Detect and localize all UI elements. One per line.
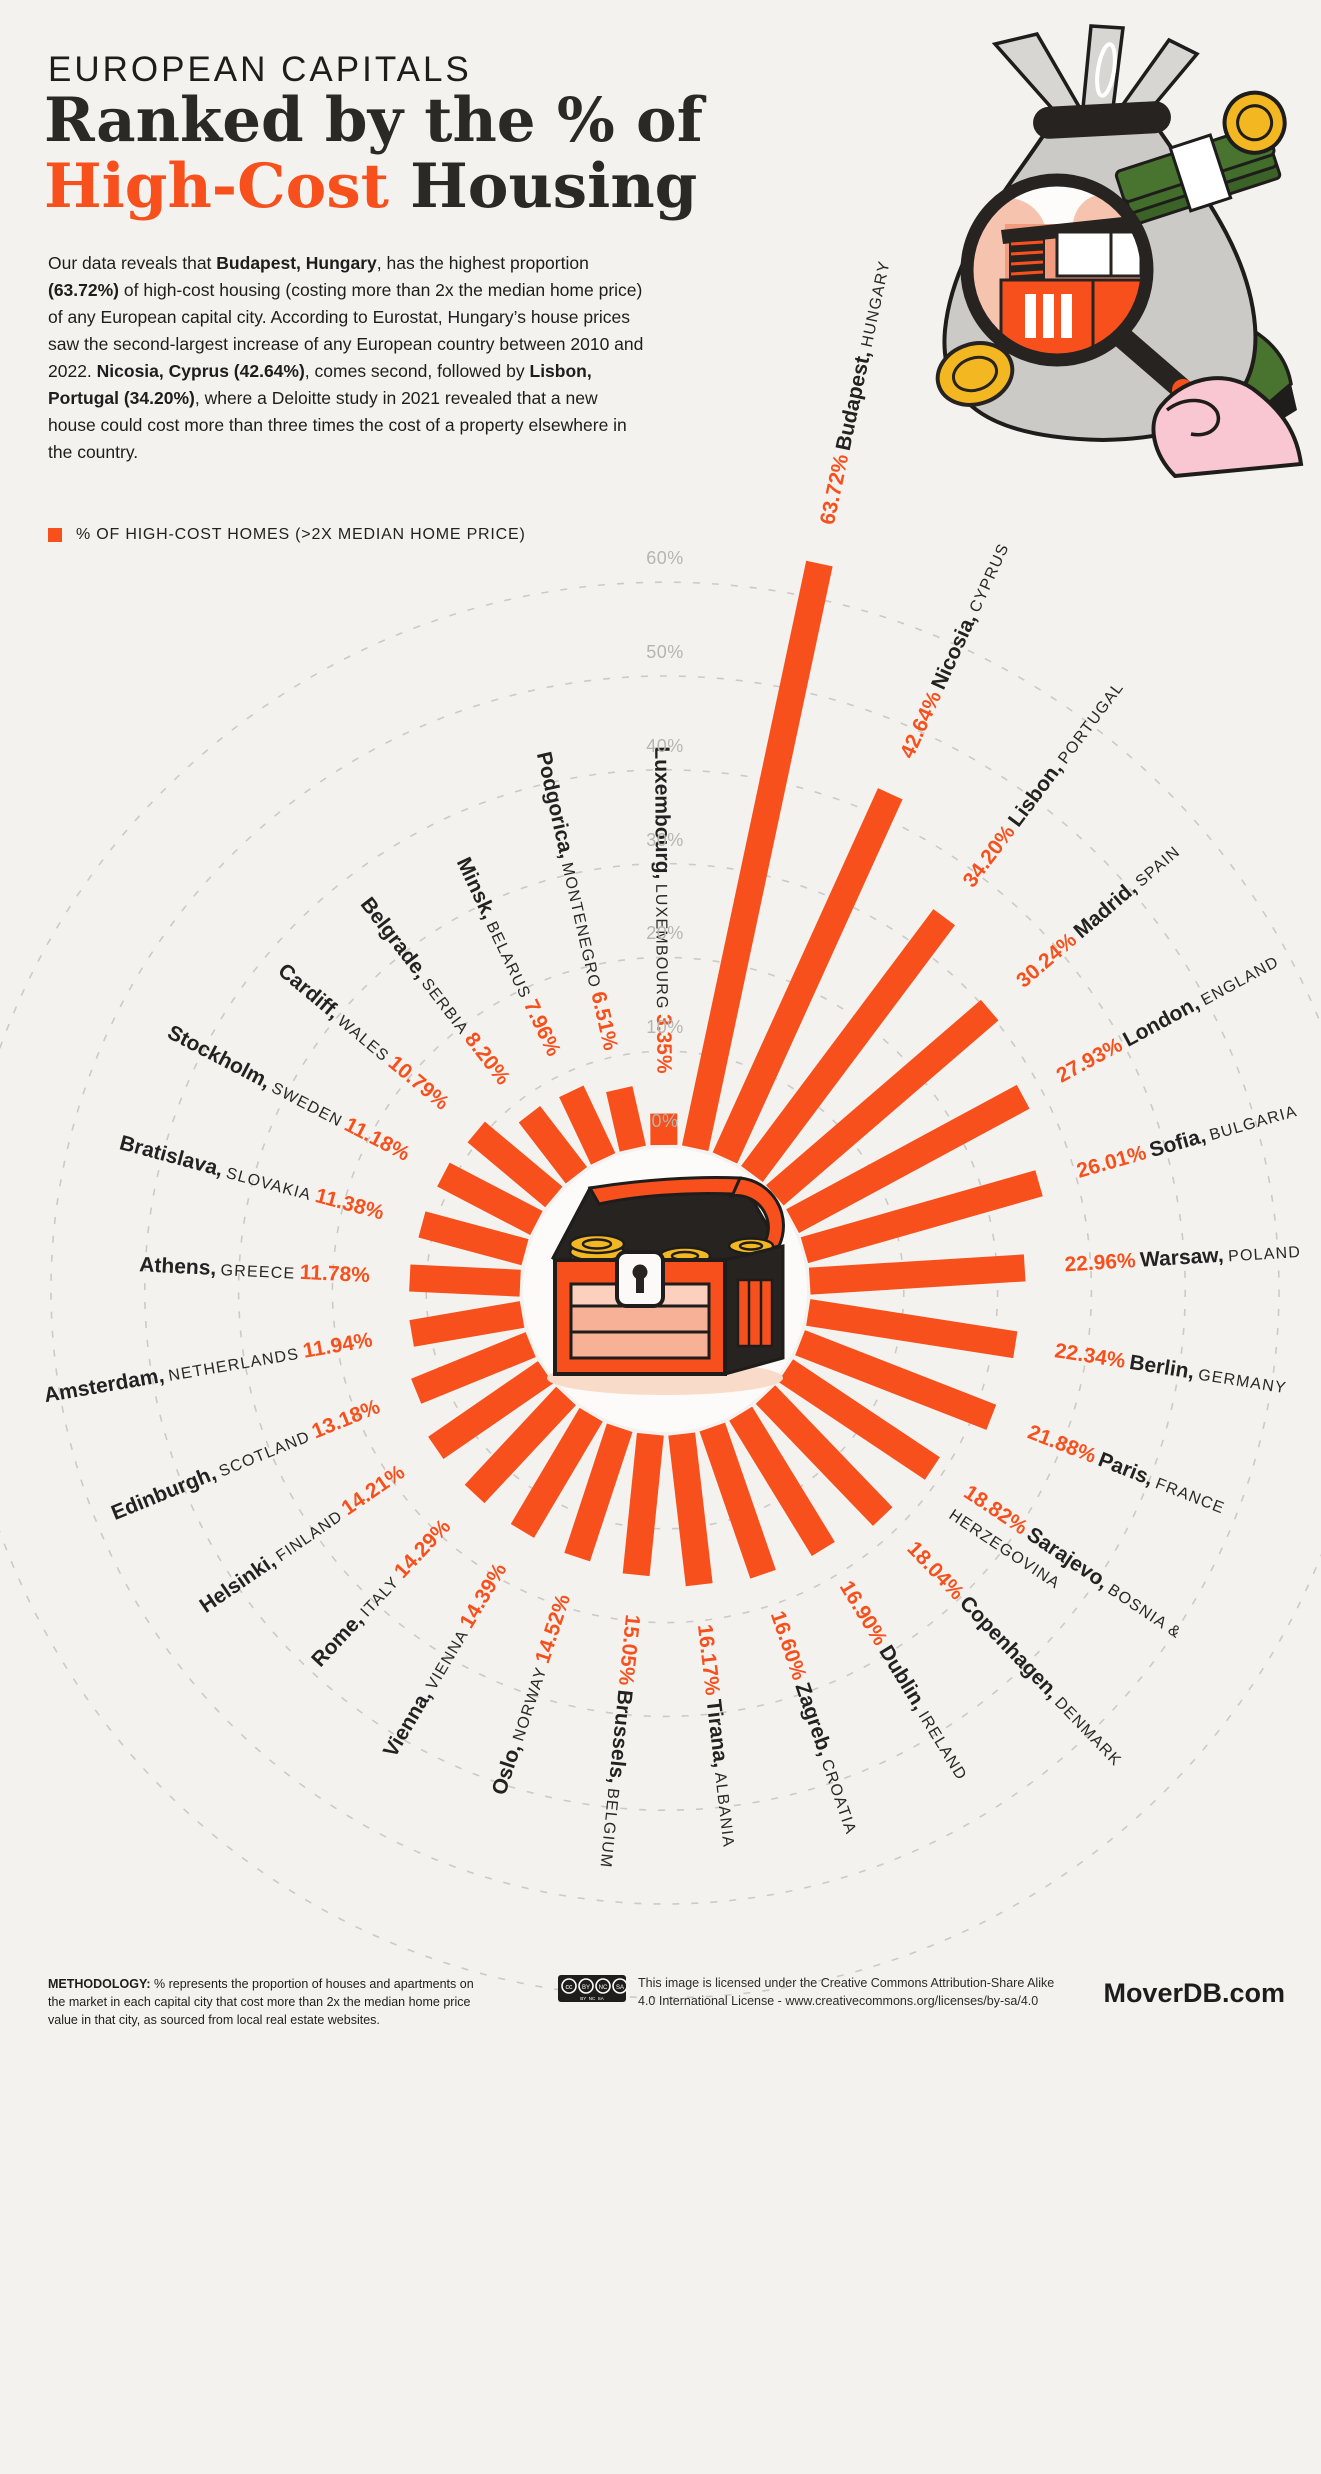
chest-lid-edge — [587, 1175, 743, 1206]
magnifier-lens — [960, 173, 1154, 367]
keyhole-icon — [632, 1264, 648, 1280]
bar-nicosia — [712, 788, 903, 1164]
bar-cardiff — [467, 1121, 563, 1208]
axis-tick-40%: 40% — [646, 735, 684, 756]
gridline-40pct — [143, 768, 1187, 1812]
bar-bratislava — [418, 1211, 529, 1266]
chest-side-panel — [736, 1278, 774, 1348]
bar-lisbon — [741, 909, 956, 1183]
chart-axis-ticks: 0% 10% 20% 30% 40% 50% 60% — [646, 548, 684, 1131]
bar-warsaw — [808, 1254, 1026, 1295]
page-title: Ranked by the % of High-Cost Housing — [44, 88, 703, 220]
legend-label: % OF HIGH-COST HOMES (>2X MEDIAN HOME PR… — [76, 526, 526, 543]
bar-zagreb — [699, 1422, 776, 1579]
bar-vienna — [510, 1407, 603, 1538]
money-bag-illustration — [935, 24, 1304, 478]
page-title-accent: High-Cost — [44, 151, 389, 222]
page-title-line1: Ranked by the % of — [44, 85, 703, 156]
gridline-50pct — [50, 675, 1280, 1905]
svg-text:BY: BY — [582, 1985, 590, 1991]
gridline-10pct — [425, 1050, 905, 1530]
treasure-chest-illustration — [523, 1148, 807, 1432]
bar-london — [786, 1084, 1030, 1234]
bar-edinburgh — [411, 1332, 536, 1404]
bar-copenhagen — [755, 1385, 893, 1526]
axis-tick-60%: 60% — [646, 548, 684, 569]
bar-amsterdam — [409, 1301, 525, 1347]
methodology-text: METHODOLOGY: % represents the proportion… — [48, 1976, 474, 2027]
axis-tick-30%: 30% — [646, 829, 684, 850]
chart-bars — [409, 560, 1043, 1587]
legend-swatch-icon — [48, 528, 62, 542]
intro-paragraph: Our data reveals that Budapest, Hungary,… — [48, 252, 644, 463]
bar-tirana — [668, 1432, 713, 1587]
bar-rome — [464, 1386, 576, 1504]
bar-sofia — [800, 1170, 1043, 1264]
axis-tick-10%: 10% — [646, 1017, 684, 1038]
cc-license-badge-icon: cc BY NC SA BY NC SA — [558, 1975, 626, 2002]
bar-paris — [795, 1330, 997, 1430]
bar-berlin — [806, 1299, 1018, 1359]
bar-helsinki — [428, 1361, 554, 1459]
bar-oslo — [564, 1423, 633, 1562]
svg-text:cc: cc — [566, 1984, 574, 1991]
svg-text:NC: NC — [599, 1985, 608, 1991]
license-text: This image is licensed under the Creativ… — [638, 1976, 1055, 2008]
brand: MoverDB.com — [1103, 1978, 1285, 2008]
bar-sarajevo — [778, 1359, 940, 1480]
axis-tick-20%: 20% — [646, 923, 684, 944]
svg-text:BY NC SA: BY NC SA — [580, 1996, 604, 2001]
bag-tie-band — [1033, 101, 1171, 139]
page-title-line2: High-Cost Housing — [44, 154, 703, 220]
bar-budapest — [681, 560, 833, 1151]
axis-tick-0%: 0% — [651, 1111, 679, 1131]
radial-chart — [0, 560, 1321, 1999]
bar-stockholm — [437, 1162, 543, 1235]
bar-madrid — [766, 999, 999, 1206]
axis-tick-50%: 50% — [646, 642, 684, 662]
page-title-rest: Housing — [388, 151, 698, 222]
gold-coin-icon — [935, 341, 1015, 407]
cash-stack-icon — [1114, 90, 1287, 225]
license-block: cc BY NC SA BY NC SA This image is licen… — [558, 1975, 1068, 2010]
bar-luxembourg — [650, 1113, 678, 1146]
bar-belgrade — [518, 1106, 588, 1184]
chart-gridlines — [0, 581, 1321, 1999]
legend: % OF HIGH-COST HOMES (>2X MEDIAN HOME PR… — [48, 526, 526, 544]
gridline-30pct — [237, 862, 1093, 1718]
bag-fold-highlight — [1095, 42, 1117, 98]
bar-minsk — [559, 1085, 616, 1165]
bar-athens — [409, 1264, 521, 1297]
bar-brussels — [622, 1432, 664, 1577]
gridline-20pct — [331, 956, 999, 1624]
kicker: EUROPEAN CAPITALS — [48, 50, 472, 89]
svg-text:SA: SA — [616, 1985, 624, 1991]
bar-dublin — [729, 1406, 835, 1556]
bar-podgorica — [606, 1086, 646, 1152]
hand-thumb — [1165, 398, 1221, 437]
magnifier-handle — [1112, 327, 1194, 401]
